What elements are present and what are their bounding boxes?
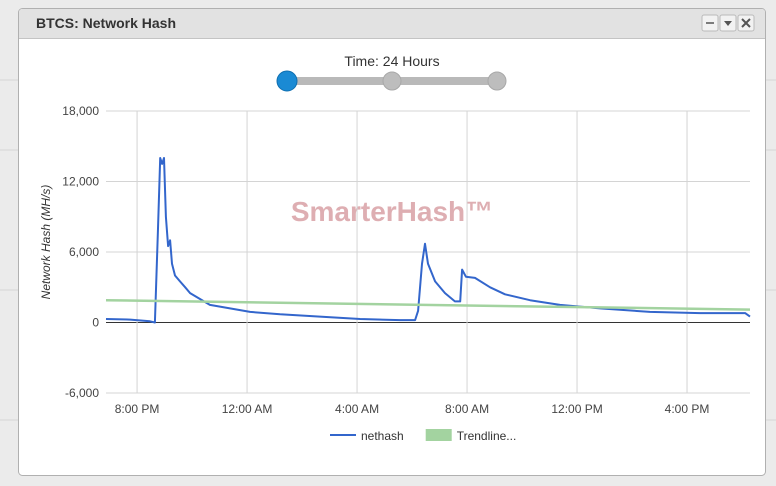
y-tick-label: 18,000 [62, 104, 99, 118]
slider-knob-active[interactable] [276, 70, 298, 92]
x-tick-label: 4:00 PM [665, 402, 710, 416]
chart: SmarterHash™ 18,000 12,000 6,000 0 -6,000 8:00… [39, 104, 751, 443]
y-tick-label: 0 [92, 316, 99, 330]
x-tick-label: 8:00 PM [115, 402, 160, 416]
slider-knob[interactable] [382, 71, 402, 91]
series-line [105, 157, 751, 324]
window-title: BTCS: Network Hash [36, 15, 176, 31]
legend-label: Trendline... [457, 429, 517, 443]
slider-knob[interactable] [487, 71, 507, 91]
window-buttons[interactable] [701, 14, 755, 32]
slider-label: Time: 24 Hours [344, 53, 439, 69]
x-tick-label: 12:00 PM [551, 402, 602, 416]
x-tick-label: 8:00 AM [445, 402, 489, 416]
legend-label: nethash [361, 429, 404, 443]
title-bar [19, 9, 765, 38]
time-slider[interactable] [276, 70, 507, 92]
legend-symbol [425, 429, 452, 441]
x-tick-label: 12:00 AM [222, 402, 273, 416]
y-tick-label: 12,000 [62, 175, 99, 189]
series-line [105, 298, 751, 311]
x-tick-label: 4:00 AM [335, 402, 379, 416]
y-axis-title: Network Hash (MH/s) [39, 185, 53, 300]
y-tick-label: -6,000 [65, 386, 99, 400]
window [18, 8, 766, 476]
y-tick-label: 6,000 [69, 245, 99, 259]
watermark: SmarterHash™ [291, 196, 493, 227]
